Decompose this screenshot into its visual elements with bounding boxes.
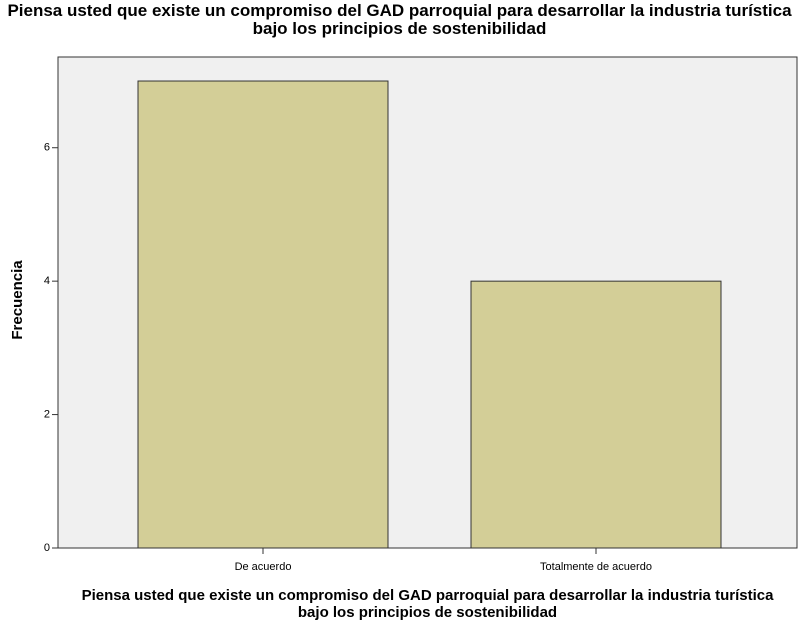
y-tick-label: 2 bbox=[44, 408, 50, 420]
y-tick-label: 0 bbox=[44, 542, 50, 554]
bar bbox=[137, 80, 389, 549]
bar bbox=[470, 280, 722, 549]
y-tick-label: 6 bbox=[44, 142, 50, 154]
x-axis-label: Piensa usted que existe un compromiso de… bbox=[81, 587, 774, 621]
x-tick-label: Totalmente de acuerdo bbox=[540, 561, 652, 573]
chart-title: Piensa usted que existe un compromiso de… bbox=[7, 1, 792, 38]
y-axis-label: Frecuencia bbox=[9, 260, 26, 340]
x-tick-label: De acuerdo bbox=[235, 561, 292, 573]
y-tick-label: 4 bbox=[44, 275, 50, 287]
